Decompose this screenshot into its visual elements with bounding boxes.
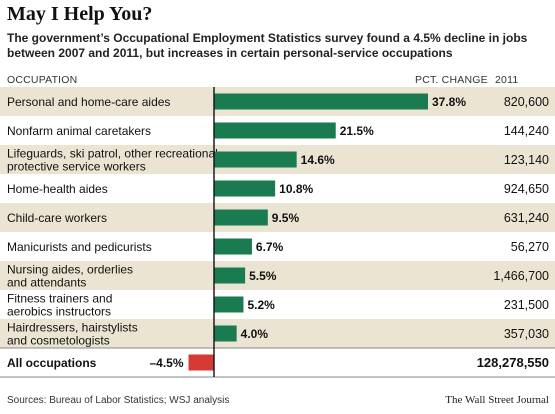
category-label: Nursing aides, orderlies <box>7 263 133 277</box>
category-label: aerobics instructors <box>7 305 111 319</box>
column-header-occupation: OCCUPATION <box>7 74 78 86</box>
row-shade <box>0 261 555 290</box>
total-value: 144,240 <box>504 124 549 138</box>
total-value: 123,140 <box>504 153 549 167</box>
total-value: 128,278,550 <box>477 355 549 370</box>
row-shade <box>0 203 555 232</box>
bar <box>214 325 237 342</box>
bar <box>214 267 246 284</box>
category-label: protective service workers <box>7 160 146 174</box>
total-value: 820,600 <box>504 95 549 109</box>
category-label: Personal and home-care aides <box>7 95 170 109</box>
data-label: 5.2% <box>247 298 275 312</box>
bar <box>214 93 428 110</box>
bar <box>214 180 276 197</box>
data-label: –4.5% <box>149 356 183 370</box>
data-label: 21.5% <box>340 124 374 138</box>
bar <box>188 354 214 371</box>
bar <box>214 238 252 255</box>
total-value: 1,466,700 <box>493 269 549 283</box>
bar <box>214 209 268 226</box>
category-label: and attendants <box>7 276 86 290</box>
category-label: Child-care workers <box>7 211 107 225</box>
total-value: 924,650 <box>504 182 549 196</box>
data-label: 4.0% <box>241 327 269 341</box>
chart-subtitle: The government’s Occupational Employment… <box>7 31 528 60</box>
total-value: 231,500 <box>504 298 549 312</box>
category-label: Hairdressers, hairstylists <box>7 321 138 335</box>
column-header-pct-change: PCT. CHANGE <box>415 74 488 86</box>
total-value: 56,270 <box>511 240 549 254</box>
category-label: Nonfarm animal caretakers <box>7 124 151 138</box>
bar <box>214 296 244 313</box>
category-label: Manicurists and pedicurists <box>7 240 152 254</box>
chart-title: May I Help You? <box>7 3 153 25</box>
data-label: 37.8% <box>432 95 466 109</box>
data-label: 5.5% <box>249 269 277 283</box>
publisher-credit: The Wall Street Journal <box>445 394 549 406</box>
category-label: All occupations <box>7 356 97 370</box>
data-label: 10.8% <box>279 182 313 196</box>
bar <box>214 122 336 139</box>
bar <box>214 151 297 168</box>
total-value: 631,240 <box>504 211 549 225</box>
category-label: Fitness trainers and <box>7 292 112 306</box>
data-label: 14.6% <box>301 153 335 167</box>
category-label: Lifeguards, ski patrol, other recreation… <box>7 147 218 161</box>
category-label: Home-health aides <box>7 182 108 196</box>
data-label: 9.5% <box>272 211 300 225</box>
source-note: Sources: Bureau of Labor Statistics; WSJ… <box>7 395 230 406</box>
data-label: 6.7% <box>256 240 284 254</box>
category-label: and cosmetologists <box>7 334 110 348</box>
row-shade <box>0 319 555 348</box>
total-value: 357,030 <box>504 327 549 341</box>
